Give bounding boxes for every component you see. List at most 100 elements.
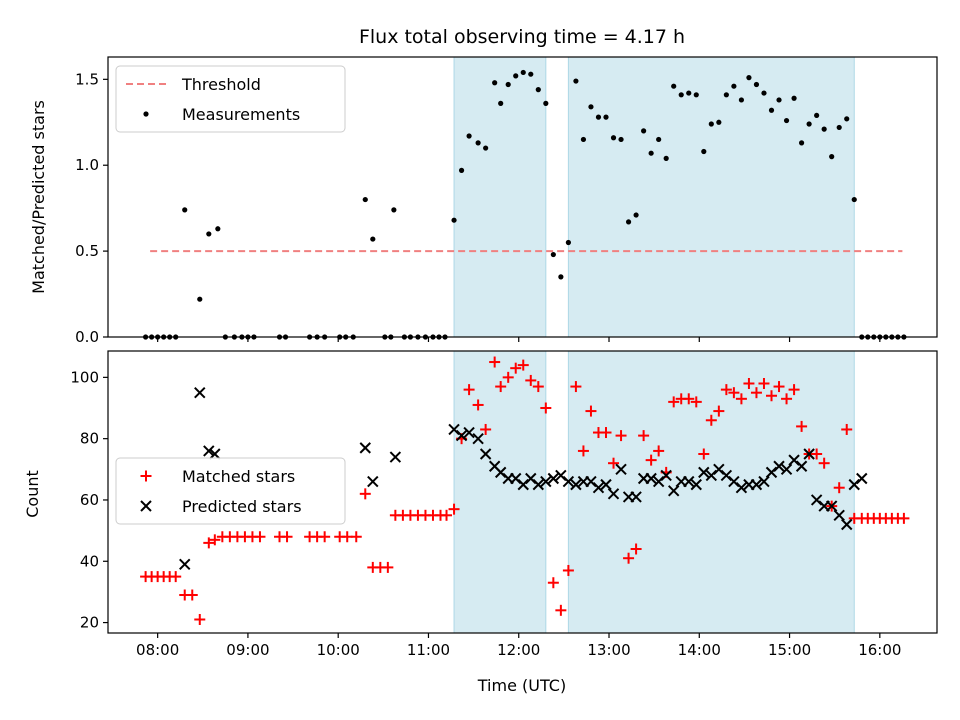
marker-stroke <box>203 445 215 457</box>
x-tick-label: 08:00 <box>136 641 179 659</box>
marker-stroke <box>179 558 191 571</box>
data-point <box>630 543 642 555</box>
marker-stroke <box>510 472 522 485</box>
data-point <box>615 463 627 476</box>
data-point <box>750 387 762 399</box>
legend: Matched stars Predicted stars <box>115 457 346 525</box>
data-point <box>656 136 662 143</box>
data-point <box>761 90 767 96</box>
x-tick-label: 14:00 <box>678 641 721 659</box>
data-point <box>479 448 492 460</box>
x-tick-label: 15:00 <box>768 641 811 659</box>
y-tick-label: 0.5 <box>75 242 99 260</box>
data-point <box>585 405 597 417</box>
data-point <box>625 219 632 225</box>
marker-stroke <box>795 460 808 472</box>
data-point <box>708 121 714 127</box>
marker-stroke <box>494 466 507 479</box>
data-point <box>505 81 511 88</box>
data-point <box>463 426 475 439</box>
marker-stroke <box>803 448 815 460</box>
y-axis-label-top: Matched/Predicted stars <box>29 100 48 294</box>
data-point <box>528 71 534 77</box>
x-axis-label: Time (UTC) <box>477 676 566 695</box>
data-point <box>455 429 468 442</box>
data-point <box>370 236 376 242</box>
data-point <box>773 381 785 393</box>
marker-stroke <box>788 454 800 466</box>
data-point <box>547 472 560 485</box>
marker-stroke <box>758 475 770 488</box>
data-point <box>798 140 805 146</box>
data-point <box>795 460 808 472</box>
data-point <box>645 454 657 466</box>
data-point <box>788 384 800 396</box>
data-point <box>182 207 188 213</box>
data-point <box>678 92 684 98</box>
data-point <box>825 500 838 512</box>
data-point <box>194 614 206 626</box>
data-point <box>698 448 710 460</box>
data-point <box>463 384 475 396</box>
data-point <box>753 81 760 88</box>
data-point <box>577 445 589 457</box>
data-point <box>856 472 868 485</box>
data-point <box>645 472 657 485</box>
data-point <box>898 512 910 524</box>
data-point <box>720 384 732 396</box>
data-point <box>841 423 853 435</box>
legend-label: Threshold <box>181 75 261 94</box>
data-point <box>540 402 552 414</box>
data-point <box>502 371 514 383</box>
y-tick-label: 20 <box>80 614 99 632</box>
data-point <box>776 97 782 103</box>
data-point <box>803 448 815 460</box>
observing-period-band <box>453 350 547 634</box>
data-point <box>592 482 605 494</box>
marker-stroke <box>592 482 605 494</box>
plot-frame <box>107 350 938 634</box>
observing-period-band <box>453 56 547 338</box>
data-point <box>350 531 362 543</box>
data-point <box>690 478 702 491</box>
data-point <box>600 427 612 439</box>
marker-stroke <box>359 442 371 454</box>
y-tick-label: 1.0 <box>75 156 99 174</box>
data-point <box>194 386 206 399</box>
data-point <box>179 558 191 571</box>
data-point <box>389 451 402 463</box>
data-point <box>693 92 699 98</box>
data-point <box>608 457 620 469</box>
data-point <box>663 155 669 161</box>
marker-stroke <box>750 478 763 491</box>
data-point <box>630 491 642 503</box>
data-point <box>836 124 842 131</box>
data-point <box>209 448 221 460</box>
legend-box <box>115 457 346 525</box>
legend-label: Matched stars <box>182 467 295 486</box>
marker-stroke <box>728 475 740 488</box>
x-tick-label: 11:00 <box>407 641 450 659</box>
data-point <box>653 445 665 457</box>
marker-stroke <box>455 429 468 442</box>
marker-stroke <box>660 469 672 482</box>
marker-stroke <box>540 475 552 488</box>
data-point <box>588 104 594 110</box>
data-point <box>705 414 717 426</box>
data-point <box>698 466 710 479</box>
marker-stroke <box>488 460 501 472</box>
data-point <box>570 478 582 491</box>
data-point <box>615 430 627 442</box>
y-tick-label: 1.5 <box>75 70 99 88</box>
data-point <box>758 377 770 389</box>
data-point <box>773 460 785 472</box>
x-tick-label: 10:00 <box>317 641 360 659</box>
data-point <box>738 97 745 103</box>
data-point <box>780 463 793 476</box>
marker-stroke <box>555 469 567 482</box>
data-point <box>197 296 203 302</box>
data-point <box>203 537 215 549</box>
x-tick-label: 16:00 <box>858 641 901 659</box>
data-point <box>520 69 526 76</box>
